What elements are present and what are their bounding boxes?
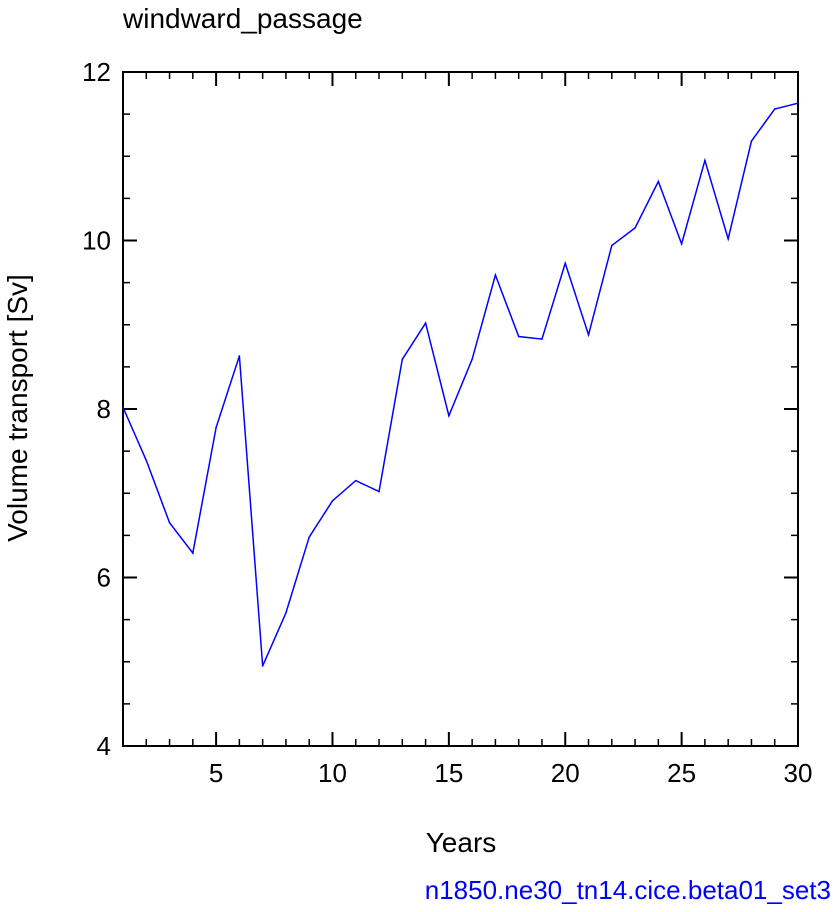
x-tick-label: 10: [318, 758, 347, 788]
data-point: [471, 358, 473, 361]
x-tick-label: 5: [209, 758, 223, 788]
x-tick-label: 20: [551, 758, 580, 788]
chart-title: windward_passage: [122, 3, 363, 34]
x-axis-label: Years: [426, 827, 497, 858]
data-point: [727, 238, 729, 240]
data-point: [704, 159, 706, 162]
series-line: [122, 102, 799, 667]
data-point: [285, 612, 287, 614]
data-point: [168, 521, 171, 524]
plot-frame: [122, 71, 799, 747]
data-point: [750, 140, 753, 142]
data-point: [122, 406, 124, 409]
x-tick-label: 15: [434, 758, 463, 788]
y-axis-label: Volume transport [Sv]: [2, 274, 33, 542]
y-tick-label: 8: [97, 394, 111, 424]
data-point: [610, 244, 613, 247]
data-point: [494, 274, 497, 276]
data-point: [634, 227, 636, 229]
y-tick-label: 10: [82, 226, 111, 256]
data-point: [192, 552, 194, 554]
y-tick-label: 6: [97, 563, 111, 593]
data-point: [448, 414, 450, 417]
y-tick-label: 12: [82, 57, 111, 87]
data-point: [308, 536, 311, 538]
data-point: [238, 355, 241, 357]
data-point: [564, 262, 567, 265]
data-point: [378, 490, 380, 493]
plot-area: 5 10 15 20 25 30 4 6 8 10 12: [82, 57, 812, 788]
data-point: [424, 322, 427, 324]
data-point: [401, 358, 404, 361]
data-point: [145, 459, 148, 462]
x-tick-label: 25: [667, 758, 696, 788]
data-point: [215, 426, 217, 429]
x-tick-label: 30: [784, 758, 813, 788]
data-point: [773, 108, 776, 110]
data-point: [331, 500, 334, 502]
data-point: [680, 243, 683, 245]
data-point: [354, 479, 357, 482]
data-point: [261, 665, 264, 667]
data-point: [797, 102, 799, 104]
case-name-footer: n1850.ne30_tn14.cice.beta01_set3: [425, 875, 831, 905]
data-point: [541, 338, 543, 340]
y-tick-label: 4: [97, 731, 111, 761]
data-point: [517, 335, 520, 338]
data-point: [657, 180, 660, 183]
data-point: [587, 334, 590, 336]
